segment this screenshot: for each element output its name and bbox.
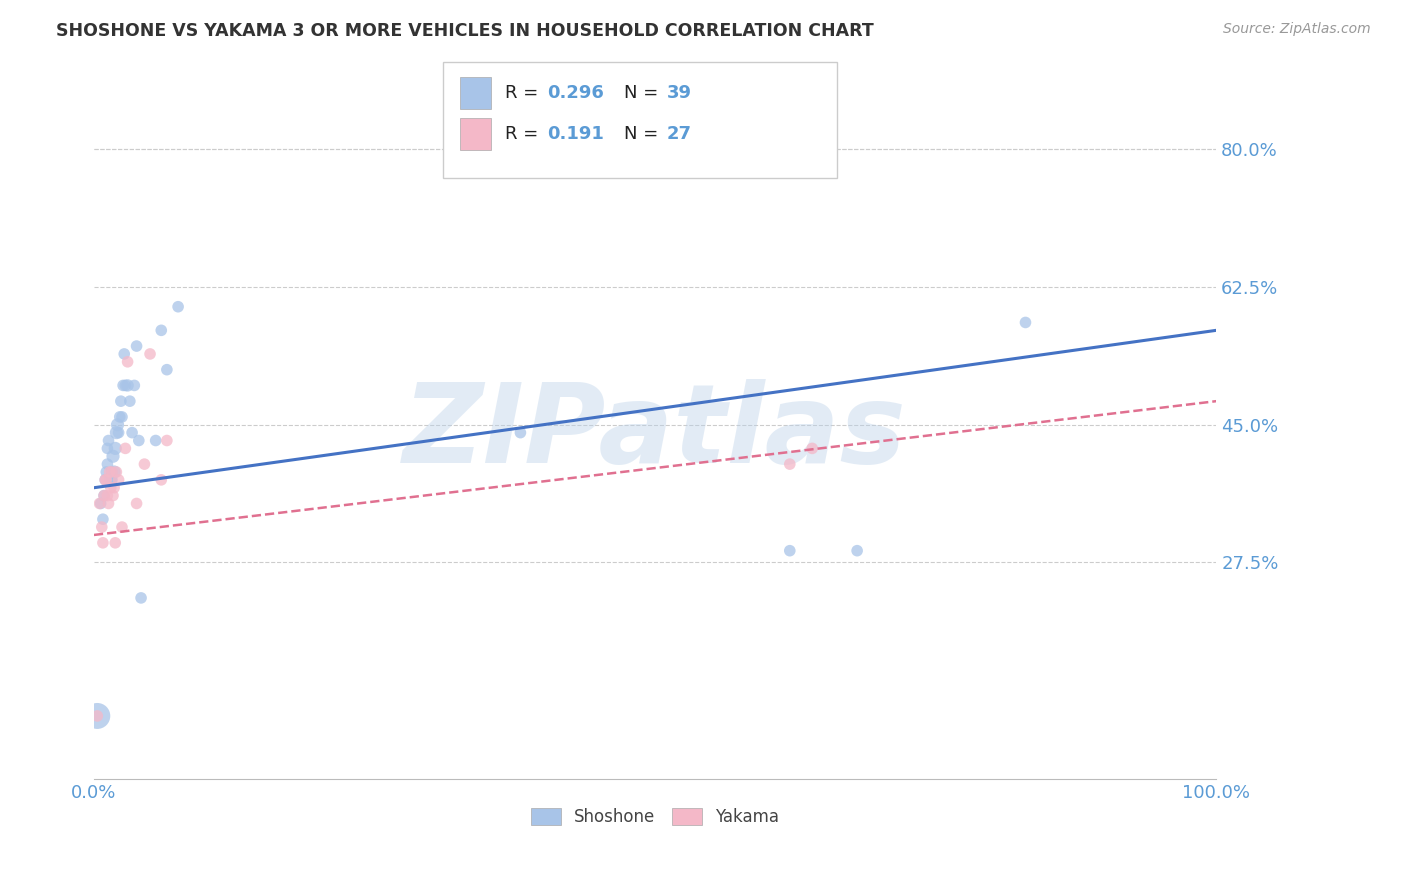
Point bbox=[100, 481, 122, 495]
Point bbox=[103, 481, 125, 495]
Point bbox=[124, 378, 146, 392]
Text: Source: ZipAtlas.com: Source: ZipAtlas.com bbox=[1223, 22, 1371, 37]
Point bbox=[91, 512, 114, 526]
Point bbox=[129, 591, 152, 605]
Legend: Shoshone, Yakama: Shoshone, Yakama bbox=[524, 801, 786, 833]
Point bbox=[98, 465, 121, 479]
Text: 0.296: 0.296 bbox=[547, 84, 603, 102]
Point bbox=[93, 489, 115, 503]
Point bbox=[94, 473, 117, 487]
Point bbox=[96, 457, 118, 471]
Point bbox=[104, 442, 127, 456]
Point bbox=[101, 465, 124, 479]
Text: 0.191: 0.191 bbox=[547, 125, 603, 143]
Point bbox=[156, 434, 179, 448]
Point bbox=[111, 409, 134, 424]
Point bbox=[779, 543, 801, 558]
Point bbox=[125, 339, 148, 353]
Point bbox=[100, 473, 122, 487]
Text: 27: 27 bbox=[666, 125, 692, 143]
Point bbox=[96, 489, 118, 503]
Point bbox=[112, 378, 135, 392]
Point bbox=[779, 457, 801, 471]
Point bbox=[90, 520, 112, 534]
Point bbox=[97, 434, 120, 448]
Point bbox=[846, 543, 869, 558]
Point bbox=[150, 473, 173, 487]
Point bbox=[89, 496, 111, 510]
Point bbox=[93, 489, 115, 503]
Point bbox=[1014, 316, 1036, 330]
Point bbox=[96, 442, 118, 456]
Point bbox=[108, 409, 131, 424]
Point bbox=[112, 347, 135, 361]
Point bbox=[111, 520, 134, 534]
Point bbox=[117, 355, 139, 369]
Point bbox=[121, 425, 143, 440]
Point bbox=[110, 394, 132, 409]
Text: ZIPatlas: ZIPatlas bbox=[404, 379, 907, 486]
Text: R =: R = bbox=[505, 125, 544, 143]
Point bbox=[94, 473, 117, 487]
Point bbox=[801, 442, 824, 456]
Point bbox=[114, 378, 136, 392]
Point bbox=[91, 536, 114, 550]
Point bbox=[150, 323, 173, 337]
Point bbox=[125, 496, 148, 510]
Point bbox=[114, 442, 136, 456]
Point bbox=[107, 425, 129, 440]
Point bbox=[139, 347, 162, 361]
Text: SHOSHONE VS YAKAMA 3 OR MORE VEHICLES IN HOUSEHOLD CORRELATION CHART: SHOSHONE VS YAKAMA 3 OR MORE VEHICLES IN… bbox=[56, 22, 875, 40]
Point bbox=[90, 496, 112, 510]
Point bbox=[105, 425, 128, 440]
Point bbox=[156, 362, 179, 376]
Text: R =: R = bbox=[505, 84, 544, 102]
Text: 39: 39 bbox=[666, 84, 692, 102]
Point bbox=[103, 465, 125, 479]
Point bbox=[97, 496, 120, 510]
Point bbox=[117, 378, 139, 392]
Point bbox=[104, 536, 127, 550]
Point bbox=[107, 473, 129, 487]
Point bbox=[107, 417, 129, 432]
Text: N =: N = bbox=[624, 84, 664, 102]
Point bbox=[101, 473, 124, 487]
Point bbox=[101, 489, 124, 503]
Point bbox=[86, 709, 108, 723]
Point bbox=[118, 394, 141, 409]
Point bbox=[101, 465, 124, 479]
Point bbox=[509, 425, 531, 440]
Point bbox=[86, 709, 108, 723]
Point bbox=[96, 473, 118, 487]
Point bbox=[101, 449, 124, 463]
Point bbox=[128, 434, 150, 448]
Point bbox=[134, 457, 156, 471]
Point bbox=[98, 473, 121, 487]
Point bbox=[167, 300, 190, 314]
Point bbox=[105, 465, 128, 479]
Point bbox=[145, 434, 167, 448]
Text: N =: N = bbox=[624, 125, 664, 143]
Point bbox=[96, 465, 118, 479]
